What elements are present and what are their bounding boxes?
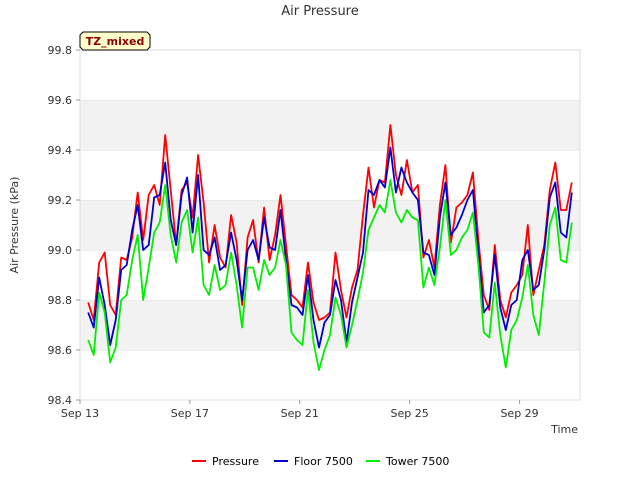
legend-label-floor-7500: Floor 7500 [294, 455, 353, 468]
tag-box [79, 31, 151, 51]
tag-label: TZ_mixed [86, 35, 145, 48]
y-tick-label: 98.8 [48, 294, 73, 307]
y-tick-label: 99.0 [48, 244, 73, 257]
grid-band [80, 100, 580, 150]
series-line-tower-7500 [87, 179, 573, 371]
x-tick-label: Sep 25 [391, 407, 429, 420]
grid-band [80, 50, 580, 100]
chart-title: Air Pressure [281, 4, 359, 19]
x-tick-label: Sep 17 [171, 407, 209, 420]
y-axis-label: Air Pressure (kPa) [8, 177, 21, 274]
grid-band [80, 150, 580, 200]
legend-label-tower-7500: Tower 7500 [385, 455, 449, 468]
legend: Pressure Floor 7500 Tower 7500 [192, 455, 449, 468]
grid-band [80, 250, 580, 300]
y-tick-label: 98.4 [48, 394, 73, 407]
y-tick-label: 99.4 [48, 144, 73, 157]
x-tick-label: Sep 21 [281, 407, 319, 420]
plot-frame [79, 49, 581, 401]
mixed-tag: TZ_mixed [79, 31, 151, 51]
x-tick-label: Sep 13 [61, 407, 99, 420]
grid-bands [80, 49, 580, 400]
x-axis-label: Time [550, 423, 578, 436]
series-line-floor-7500 [87, 146, 573, 349]
y-axis-ticks: 98.4 98.6 98.8 99.0 99.2 99.4 99.6 99.8 [48, 44, 80, 407]
grid-band [80, 200, 580, 250]
grid-band [80, 350, 580, 400]
y-tick-label: 98.6 [48, 344, 73, 357]
y-tick-label: 99.2 [48, 194, 73, 207]
y-tick-label: 99.6 [48, 94, 73, 107]
series-lines [87, 124, 573, 371]
y-tick-label: 99.8 [48, 44, 73, 57]
x-tick-label: Sep 29 [500, 407, 538, 420]
x-axis-ticks: Sep 13 Sep 17 Sep 21 Sep 25 Sep 29 [61, 400, 539, 420]
legend-label-pressure: Pressure [212, 455, 259, 468]
